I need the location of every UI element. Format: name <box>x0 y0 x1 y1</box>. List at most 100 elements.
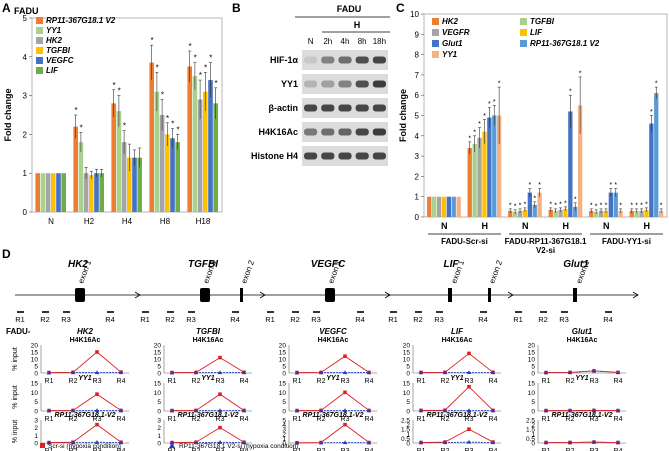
significance-star: * <box>660 202 663 209</box>
bar <box>578 105 583 217</box>
legend-swatch <box>432 40 439 47</box>
y-tick-label: 3 <box>415 152 420 161</box>
region-label: R4 <box>230 315 240 324</box>
y-tick-label: 5 <box>282 364 286 371</box>
x-tick-label: R1 <box>45 378 54 385</box>
significance-star: * <box>209 54 212 63</box>
data-point-knockdown <box>70 440 76 445</box>
region-label: R2 <box>538 315 548 324</box>
x-tick-label: R4 <box>365 378 374 385</box>
region-label: R1 <box>15 315 25 324</box>
bar <box>111 103 116 212</box>
y-tick-label: 2.5 <box>526 418 535 425</box>
legend-swatch <box>432 29 439 36</box>
bar <box>654 93 659 217</box>
series-line-scr <box>420 352 494 373</box>
group-label: FADU-RP11-367G18.1 <box>505 237 587 246</box>
x-tick-label: R2 <box>317 416 326 423</box>
data-point-knockdown <box>169 408 175 413</box>
y-tick-label: 0 <box>34 409 38 416</box>
bar <box>197 99 203 212</box>
y-tick-label: 10 <box>403 357 411 364</box>
data-point-knockdown <box>490 440 496 445</box>
legend-label: Glut1 <box>442 39 463 48</box>
y-tick-label: 5 <box>34 399 38 406</box>
significance-star: * <box>609 182 612 189</box>
data-point-knockdown <box>466 408 472 413</box>
exon-block <box>75 288 85 302</box>
bar <box>427 196 432 217</box>
data-point-knockdown <box>217 440 223 444</box>
legend-label: TGFBI <box>46 46 71 55</box>
condition-label: H <box>354 20 361 30</box>
significance-star: * <box>123 122 126 131</box>
data-point-knockdown <box>615 408 621 413</box>
bar <box>659 210 664 217</box>
bar <box>649 123 654 217</box>
lane-label: 8h <box>358 37 367 46</box>
chart-title: RP11-367G18.1-V2 <box>303 412 364 419</box>
significance-star: * <box>176 125 179 134</box>
bar <box>121 142 127 212</box>
panel-b-western-blot: FADU H N 2h 4h 8h 18h HIF-1α YY1 β-actin H4K16Ac Hi… <box>251 4 390 166</box>
data-point-knockdown <box>490 370 496 375</box>
exon-block <box>488 288 491 302</box>
series-line-scr <box>171 427 245 444</box>
region-label: R2 <box>165 315 175 324</box>
y-tick-label: 1 <box>415 193 420 202</box>
x-tick-label: R4 <box>489 448 498 451</box>
blot-band <box>304 80 318 88</box>
blot-band <box>355 128 369 136</box>
x-tick-label: R1 <box>293 378 302 385</box>
legend-label: LIF <box>530 28 543 37</box>
data-point-scr <box>467 427 471 431</box>
y-tick-label: 3 <box>157 418 161 425</box>
blot-band <box>321 80 335 88</box>
y-tick-label: 0.5 <box>401 436 410 443</box>
data-point-knockdown <box>543 408 549 413</box>
bar <box>175 142 180 212</box>
y-tick-label: 20 <box>403 343 411 350</box>
bar <box>51 173 56 212</box>
y-tick-label: 1 <box>34 433 38 440</box>
bar <box>634 210 639 217</box>
chart-title: FADU <box>14 6 39 16</box>
x-tick-label: R1 <box>293 416 302 423</box>
y-tick-label: 15 <box>403 350 411 357</box>
chart-title: H4K16Ac <box>70 337 101 344</box>
y-tick-label: 1 <box>157 433 161 440</box>
bar <box>522 209 528 217</box>
x-tick-label: H2 <box>84 217 95 226</box>
legend-swatch <box>36 37 43 44</box>
data-point-knockdown <box>418 408 424 413</box>
y-tick-label: 1.5 <box>401 427 410 434</box>
blot-band <box>355 104 369 112</box>
significance-star: * <box>595 203 598 210</box>
data-point-knockdown <box>46 408 52 413</box>
legend-label: YY1 <box>46 26 62 35</box>
y-tick-label: 2 <box>415 172 420 181</box>
data-point-scr <box>218 355 222 360</box>
bar <box>467 147 472 217</box>
x-tick-label: R3 <box>341 416 350 423</box>
bar <box>35 173 40 212</box>
significance-star: * <box>112 81 115 90</box>
bar <box>527 192 532 217</box>
bar <box>548 209 553 217</box>
significance-star: * <box>483 113 486 120</box>
data-point-knockdown <box>466 439 472 444</box>
legend-marker-scr <box>40 443 45 448</box>
data-point-knockdown <box>294 408 300 413</box>
y-tick-label: 3 <box>34 418 38 425</box>
panel-label-c: C <box>396 1 405 15</box>
significance-star: * <box>650 109 653 116</box>
significance-star: * <box>514 203 517 210</box>
x-tick-label: R1 <box>417 378 426 385</box>
y-tick-label: 10 <box>154 390 162 397</box>
y-tick-label: 1.5 <box>526 427 535 434</box>
gene-name: Glut1 <box>563 259 589 270</box>
y-tick-label: 0 <box>531 371 535 378</box>
region-label: R3 <box>311 315 321 324</box>
legend-swatch <box>520 29 527 36</box>
